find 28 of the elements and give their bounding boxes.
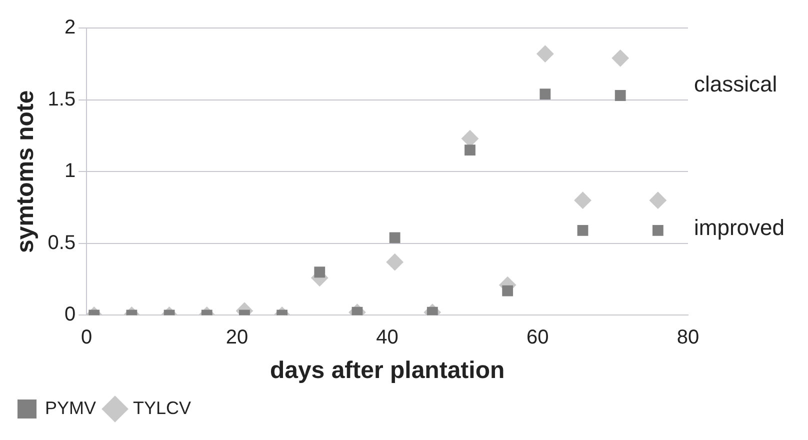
point (649, 192, 666, 209)
point (540, 88, 551, 100)
point (652, 225, 664, 236)
y-axis-title: symtoms note (12, 90, 40, 253)
point (612, 50, 629, 67)
point (614, 90, 626, 101)
x-tick-label: 40 (376, 326, 398, 349)
point (577, 225, 588, 236)
point (426, 306, 438, 316)
point (389, 232, 400, 244)
point (536, 45, 554, 62)
y-tick-label: 1.5 (48, 88, 76, 110)
point (464, 144, 476, 156)
x-tick-label: 20 (226, 326, 248, 349)
legend-label: TYLCV (133, 398, 192, 418)
text: improved (694, 215, 784, 240)
legend-label: PYMV (45, 398, 96, 418)
x-tick-label: 80 (676, 326, 700, 349)
y-tick-label: 2 (64, 16, 76, 39)
y-tick-label: 1 (64, 160, 76, 182)
x-tick-label: 60 (526, 326, 549, 349)
y-tick-label: 0 (64, 304, 76, 326)
point (352, 306, 363, 316)
x-axis-title: days after plantation (270, 357, 505, 384)
text: classical (694, 72, 778, 97)
point (574, 192, 592, 209)
x-tick-label: 0 (81, 326, 92, 349)
y-tick-label: 0.5 (48, 232, 76, 254)
